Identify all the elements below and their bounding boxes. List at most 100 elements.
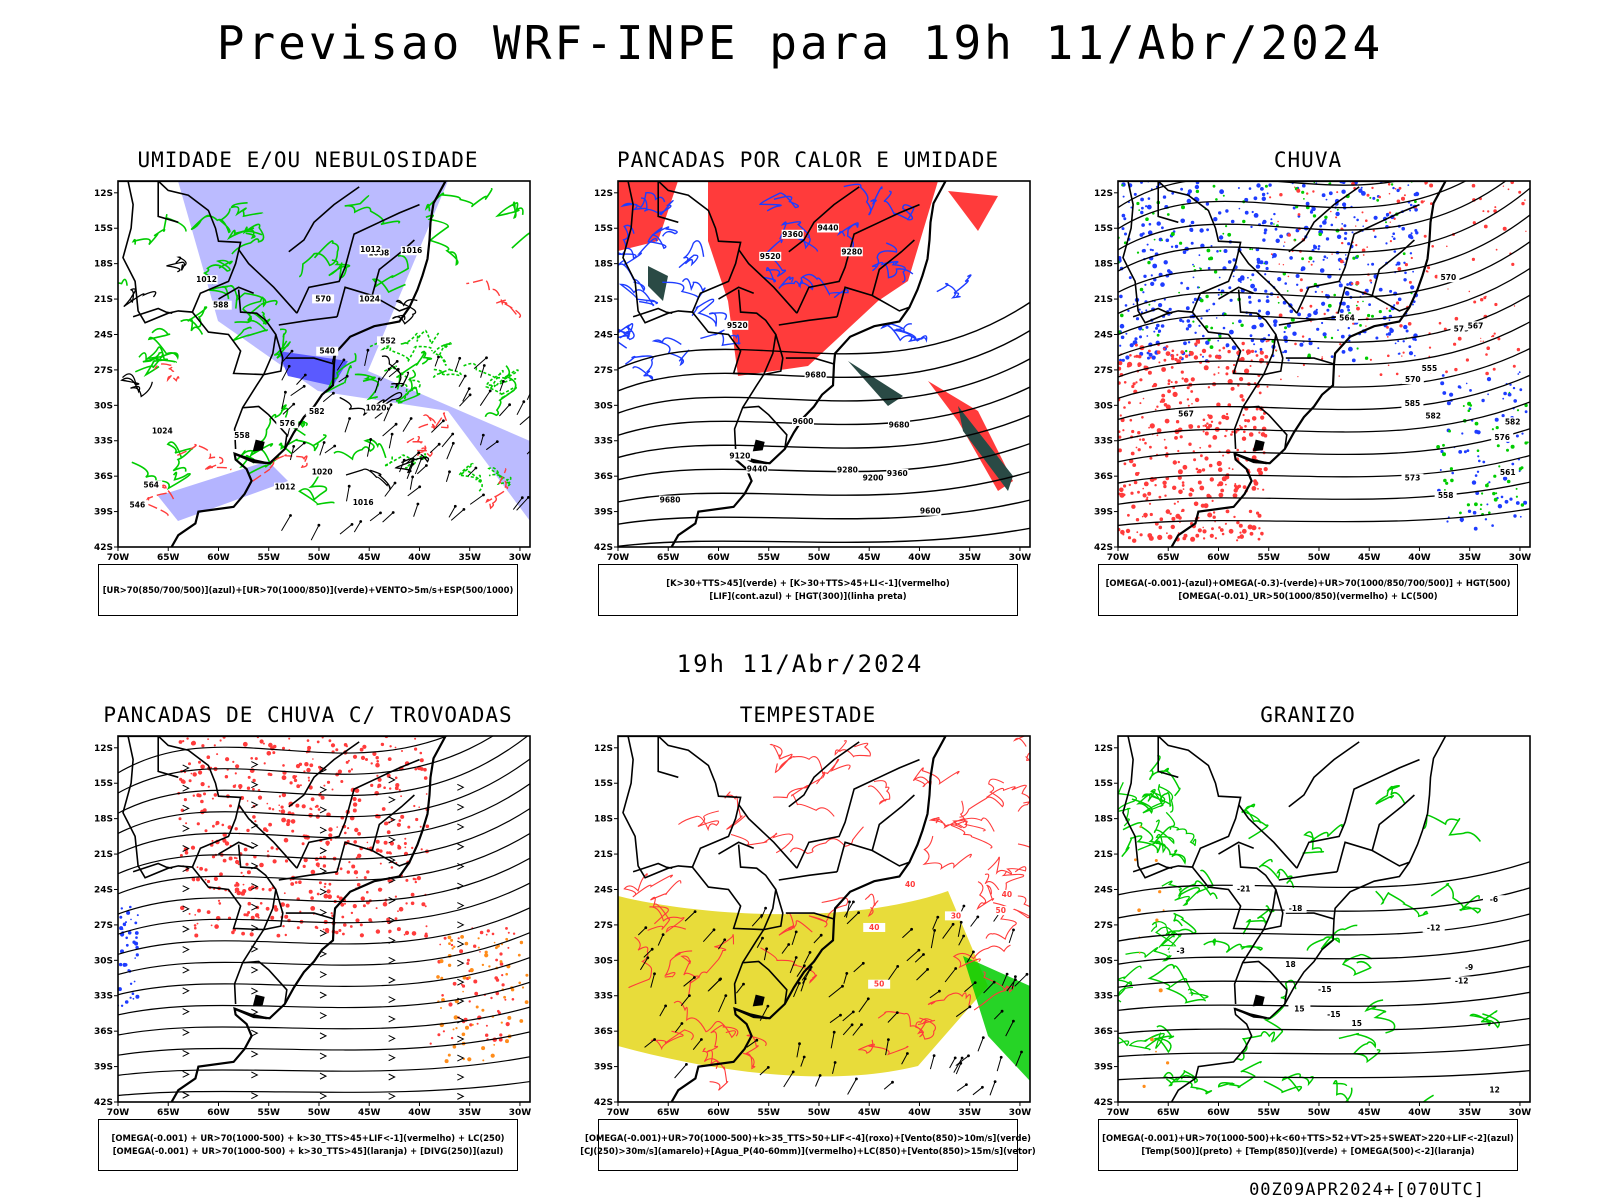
field-speck [1160,398,1166,403]
field-speck [1307,353,1311,357]
field-speck [306,739,310,742]
wind-vector-head [926,968,929,971]
wind-vector-head [347,484,351,488]
streamline [118,981,530,1016]
field-speck [1207,386,1211,389]
wind-vector [944,968,957,983]
country-border [741,334,784,409]
field-speck [213,888,216,890]
field-speck [511,998,515,1001]
contour-line [202,259,233,285]
field-speck [1212,435,1218,440]
field-speck [1139,402,1142,405]
contour-line [1302,824,1343,854]
field-speck [1414,208,1418,212]
field-speck [1445,370,1448,374]
wind-vector [516,401,525,416]
contour-label: -12 [1427,924,1441,933]
wind-vector-head [910,927,913,931]
contour-label: 1020 [312,468,333,477]
field-speck [1133,480,1138,485]
field-speck [1266,192,1269,195]
field-speck [1394,342,1397,345]
field-speck [397,910,399,913]
field-speck [1347,308,1350,312]
field-speck [1216,460,1222,467]
lagoon [1252,439,1265,452]
field-speck [1197,528,1202,533]
field-speck [1287,359,1290,362]
lat-tick-label: 12S [594,189,613,199]
field-speck [1487,210,1490,213]
contour-line [1118,999,1122,1003]
field-speck [309,763,314,768]
lat-tick-label: 33S [594,437,613,447]
contour-line [166,256,187,273]
field-speck [1142,328,1144,331]
field-speck [1224,523,1227,525]
field-speck [1179,318,1183,322]
streamline-arrow [388,1034,396,1042]
field-speck [1313,310,1318,316]
field-speck [301,842,305,846]
field-speck [234,784,237,786]
contour-label-bg [1483,1085,1506,1095]
contour-line [702,1047,729,1091]
field-speck [186,737,189,740]
field-speck [1462,405,1465,407]
field-speck [1265,266,1269,271]
contour-label: 555 [1422,364,1438,373]
field-speck [316,926,319,930]
field-speck [389,841,394,846]
field-speck [1118,256,1122,260]
field-speck [1204,424,1207,427]
field-speck [1404,263,1408,267]
country-border [1233,960,1288,1005]
field-speck [379,849,383,853]
field-speck [275,847,279,851]
field-speck [190,845,196,850]
river-plate [234,1007,267,1020]
field-speck [283,892,286,895]
field-speck [188,762,191,766]
lat-tick-label: 36S [1094,1027,1113,1037]
field-speck [243,847,248,852]
contour-label-bg [1174,409,1197,419]
field-speck [1238,523,1243,528]
field-speck [325,840,330,846]
field-speck [1481,492,1484,495]
field-speck [1356,300,1359,303]
field-speck [1469,389,1472,392]
field-speck [1195,467,1199,471]
streamline-arrow [457,1092,465,1100]
field-speck [266,802,269,805]
field-speck [339,867,343,871]
lat-tick-label: 24S [1094,330,1113,340]
field-speck [1448,429,1451,433]
field-speck [1192,276,1195,279]
lon-tick-label: 70W [107,1108,130,1118]
wind-vector [281,392,286,410]
field-speck [215,823,218,826]
jet-stream-area [618,891,988,1077]
field-speck [1122,533,1125,536]
field-speck [1186,386,1190,390]
streamline-arrow [319,847,328,855]
field-speck [1443,478,1447,483]
field-speck [1358,188,1363,193]
country-border [1237,804,1298,869]
field-speck [1407,322,1412,326]
wind-vector-head [851,1010,855,1014]
field-speck [1156,333,1160,337]
contour-line [778,912,813,936]
wind-vector-head [437,355,440,359]
map-background [1118,736,1530,1102]
field-speck [1355,304,1358,307]
wind-vector [930,930,936,949]
wind-vector-head [850,1023,854,1027]
contour-label: 564 [1339,314,1355,323]
field-speck [234,887,240,893]
field-speck [1493,474,1497,478]
field-speck [466,958,470,962]
wind-vector [1015,1051,1022,1067]
